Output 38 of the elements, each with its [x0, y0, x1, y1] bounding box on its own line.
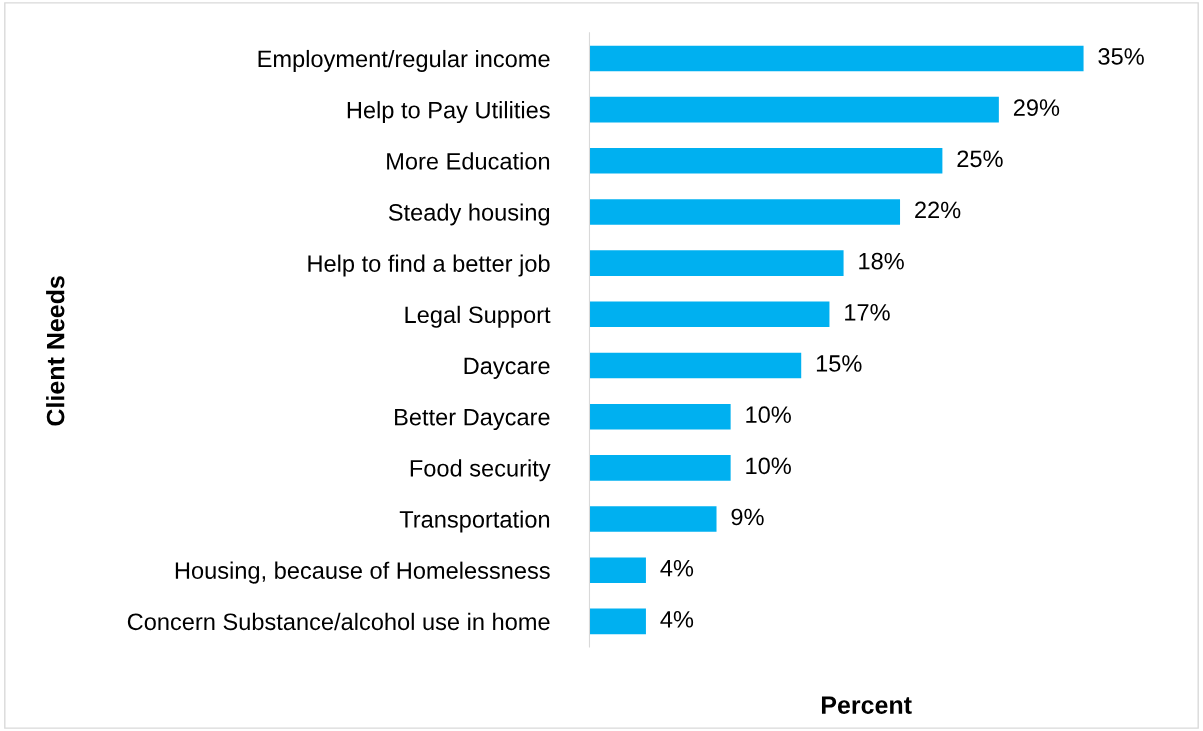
data-label: 17%: [845, 304, 890, 321]
x-axis-title: Percent: [821, 696, 912, 714]
bar: [589, 455, 731, 481]
data-label: 10%: [746, 406, 791, 424]
y-axis-title: Client Needs: [46, 276, 65, 426]
bar: [589, 506, 717, 532]
data-label: 9%: [731, 508, 764, 526]
bar: [589, 96, 999, 123]
y-tick-label: Concern Substance/alcohol use in home: [127, 612, 550, 631]
y-tick-label: Food security: [410, 459, 551, 482]
y-tick-label: Transportation: [399, 510, 550, 533]
data-label: 22%: [915, 201, 961, 219]
y-tick-label: Legal Support: [405, 305, 551, 328]
data-label: 4%: [660, 611, 694, 628]
bar: [589, 148, 943, 174]
y-tick-label: Steady housing: [388, 203, 550, 226]
y-tick-label: Employment/regular income: [258, 49, 550, 72]
y-tick-label: More Education: [387, 152, 550, 170]
y-tick-label: Help to Pay Utilities: [347, 101, 550, 124]
y-tick-label: Better Daycare: [395, 408, 550, 431]
bar: [589, 352, 802, 379]
data-label: 29%: [1013, 99, 1060, 116]
data-label: 4%: [660, 559, 694, 577]
y-tick-label: Housing, because of Homelessness: [175, 561, 550, 584]
data-label: 25%: [957, 150, 1003, 168]
data-label: 18%: [859, 252, 904, 270]
bar: [589, 250, 844, 276]
bar: [589, 199, 901, 225]
y-tick-label: Daycare: [464, 357, 550, 379]
data-label: 15%: [816, 355, 862, 372]
bar: [589, 557, 646, 583]
data-label: 35%: [1098, 48, 1144, 65]
bar: [589, 403, 731, 430]
bar: [589, 301, 830, 328]
bar: [589, 45, 1084, 72]
data-label: 10%: [746, 457, 791, 475]
y-tick-label: Help to find a better job: [308, 254, 550, 277]
bar: [589, 608, 646, 635]
